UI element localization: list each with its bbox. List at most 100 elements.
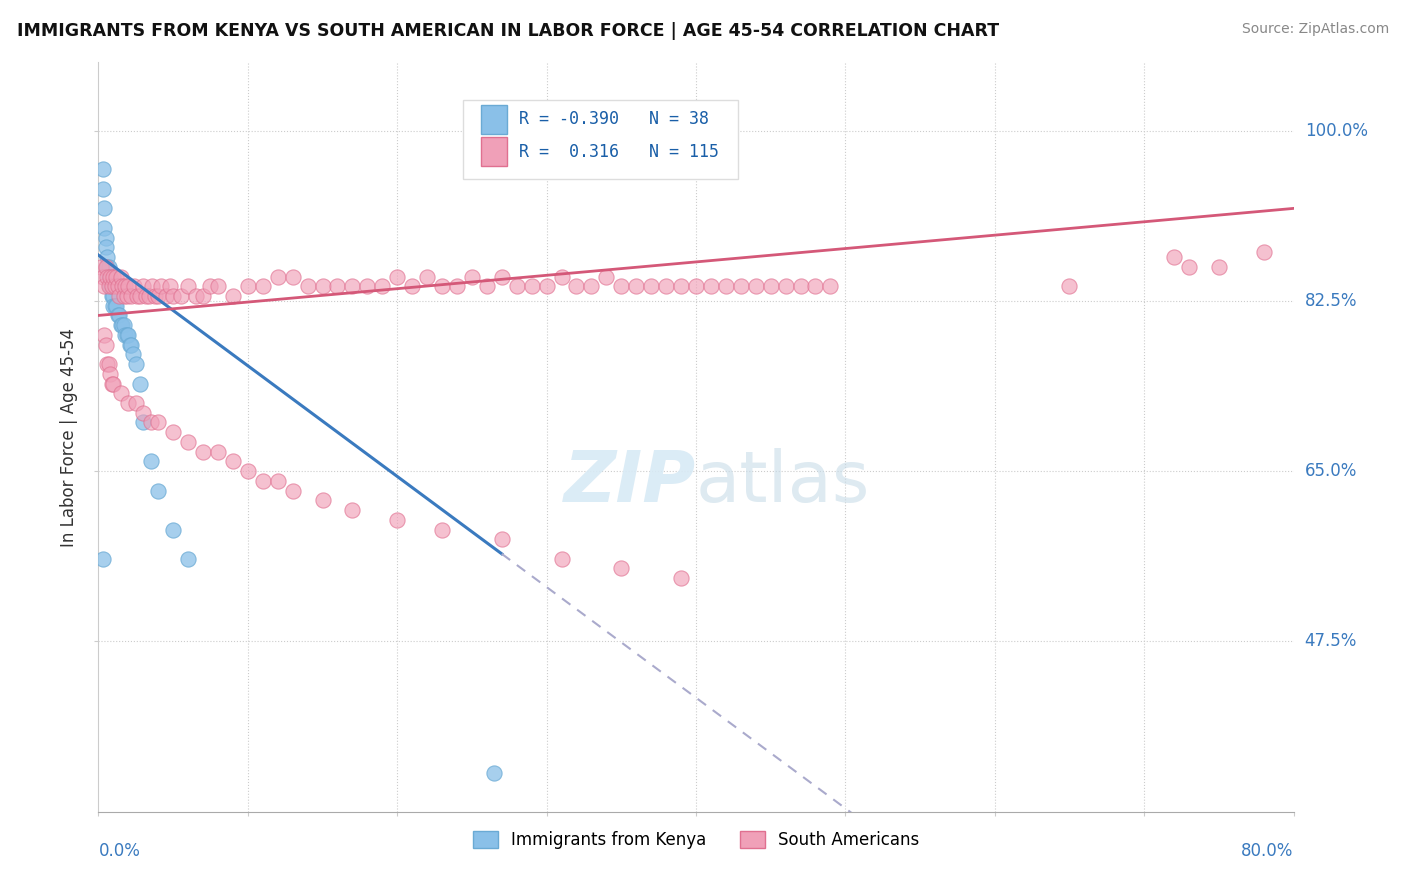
Text: 65.0%: 65.0%	[1305, 462, 1357, 480]
Point	[98, 367, 122, 381]
Point	[129, 289, 152, 303]
Point	[98, 279, 122, 293]
Point	[162, 289, 184, 303]
Point	[297, 279, 319, 293]
Point	[685, 279, 707, 293]
Text: Source: ZipAtlas.com: Source: ZipAtlas.com	[1241, 22, 1389, 37]
Point	[669, 571, 692, 585]
Point	[105, 269, 128, 284]
Point	[129, 376, 152, 391]
Point	[281, 483, 304, 498]
Text: R =  0.316   N = 115: R = 0.316 N = 115	[519, 143, 718, 161]
Point	[177, 279, 200, 293]
FancyBboxPatch shape	[463, 100, 738, 178]
Text: 80.0%: 80.0%	[1241, 842, 1294, 860]
Point	[101, 289, 124, 303]
Point	[97, 260, 120, 274]
Point	[267, 474, 290, 488]
Point	[200, 279, 222, 293]
FancyBboxPatch shape	[481, 137, 508, 166]
Point	[120, 289, 142, 303]
Point	[745, 279, 768, 293]
Point	[207, 279, 229, 293]
Legend: Immigrants from Kenya, South Americans: Immigrants from Kenya, South Americans	[465, 824, 927, 855]
FancyBboxPatch shape	[481, 105, 508, 134]
Point	[267, 269, 290, 284]
Point	[326, 279, 349, 293]
Point	[804, 279, 827, 293]
Point	[506, 279, 529, 293]
Point	[430, 523, 453, 537]
Point	[103, 289, 125, 303]
Point	[139, 454, 162, 468]
Point	[371, 279, 394, 293]
Point	[93, 220, 115, 235]
Point	[191, 444, 214, 458]
Point	[730, 279, 752, 293]
Point	[342, 279, 364, 293]
Point	[104, 279, 127, 293]
Point	[111, 279, 134, 293]
Point	[94, 260, 117, 274]
Point	[700, 279, 723, 293]
Point	[1178, 260, 1201, 274]
Point	[96, 269, 118, 284]
Point	[115, 289, 138, 303]
Point	[90, 260, 112, 274]
Point	[98, 269, 122, 284]
Text: R = -0.390   N = 38: R = -0.390 N = 38	[519, 111, 709, 128]
Point	[117, 327, 139, 342]
Point	[430, 279, 453, 293]
Point	[236, 464, 259, 478]
Point	[132, 279, 155, 293]
Point	[669, 279, 692, 293]
Text: ZIP: ZIP	[564, 448, 696, 516]
Point	[135, 289, 157, 303]
Point	[91, 551, 114, 566]
Point	[110, 386, 132, 401]
Point	[595, 269, 617, 284]
Point	[114, 279, 136, 293]
Point	[143, 289, 166, 303]
Point	[655, 279, 678, 293]
Point	[520, 279, 543, 293]
Point	[191, 289, 214, 303]
Point	[103, 376, 125, 391]
Point	[97, 357, 120, 371]
Point	[125, 396, 148, 410]
Point	[108, 289, 131, 303]
Point	[356, 279, 378, 293]
Point	[281, 269, 304, 284]
Point	[101, 279, 124, 293]
Point	[103, 299, 125, 313]
Point	[132, 416, 155, 430]
Point	[759, 279, 782, 293]
Point	[581, 279, 603, 293]
Point	[117, 396, 139, 410]
Point	[94, 337, 117, 351]
Point	[536, 279, 558, 293]
Point	[125, 357, 148, 371]
Point	[148, 416, 170, 430]
Point	[252, 474, 274, 488]
Point	[162, 523, 184, 537]
Point	[155, 289, 177, 303]
Point	[1163, 250, 1185, 264]
Point	[491, 269, 513, 284]
Point	[1208, 260, 1230, 274]
Point	[342, 503, 364, 517]
Point	[104, 299, 127, 313]
Point	[222, 289, 245, 303]
Point	[117, 279, 139, 293]
Point	[101, 279, 124, 293]
Point	[112, 289, 135, 303]
Point	[610, 561, 633, 575]
Point	[820, 279, 842, 293]
Point	[97, 279, 120, 293]
Point	[138, 289, 160, 303]
Point	[1059, 279, 1081, 293]
Y-axis label: In Labor Force | Age 45-54: In Labor Force | Age 45-54	[60, 327, 79, 547]
Point	[150, 279, 173, 293]
Point	[110, 318, 132, 333]
Point	[484, 765, 506, 780]
